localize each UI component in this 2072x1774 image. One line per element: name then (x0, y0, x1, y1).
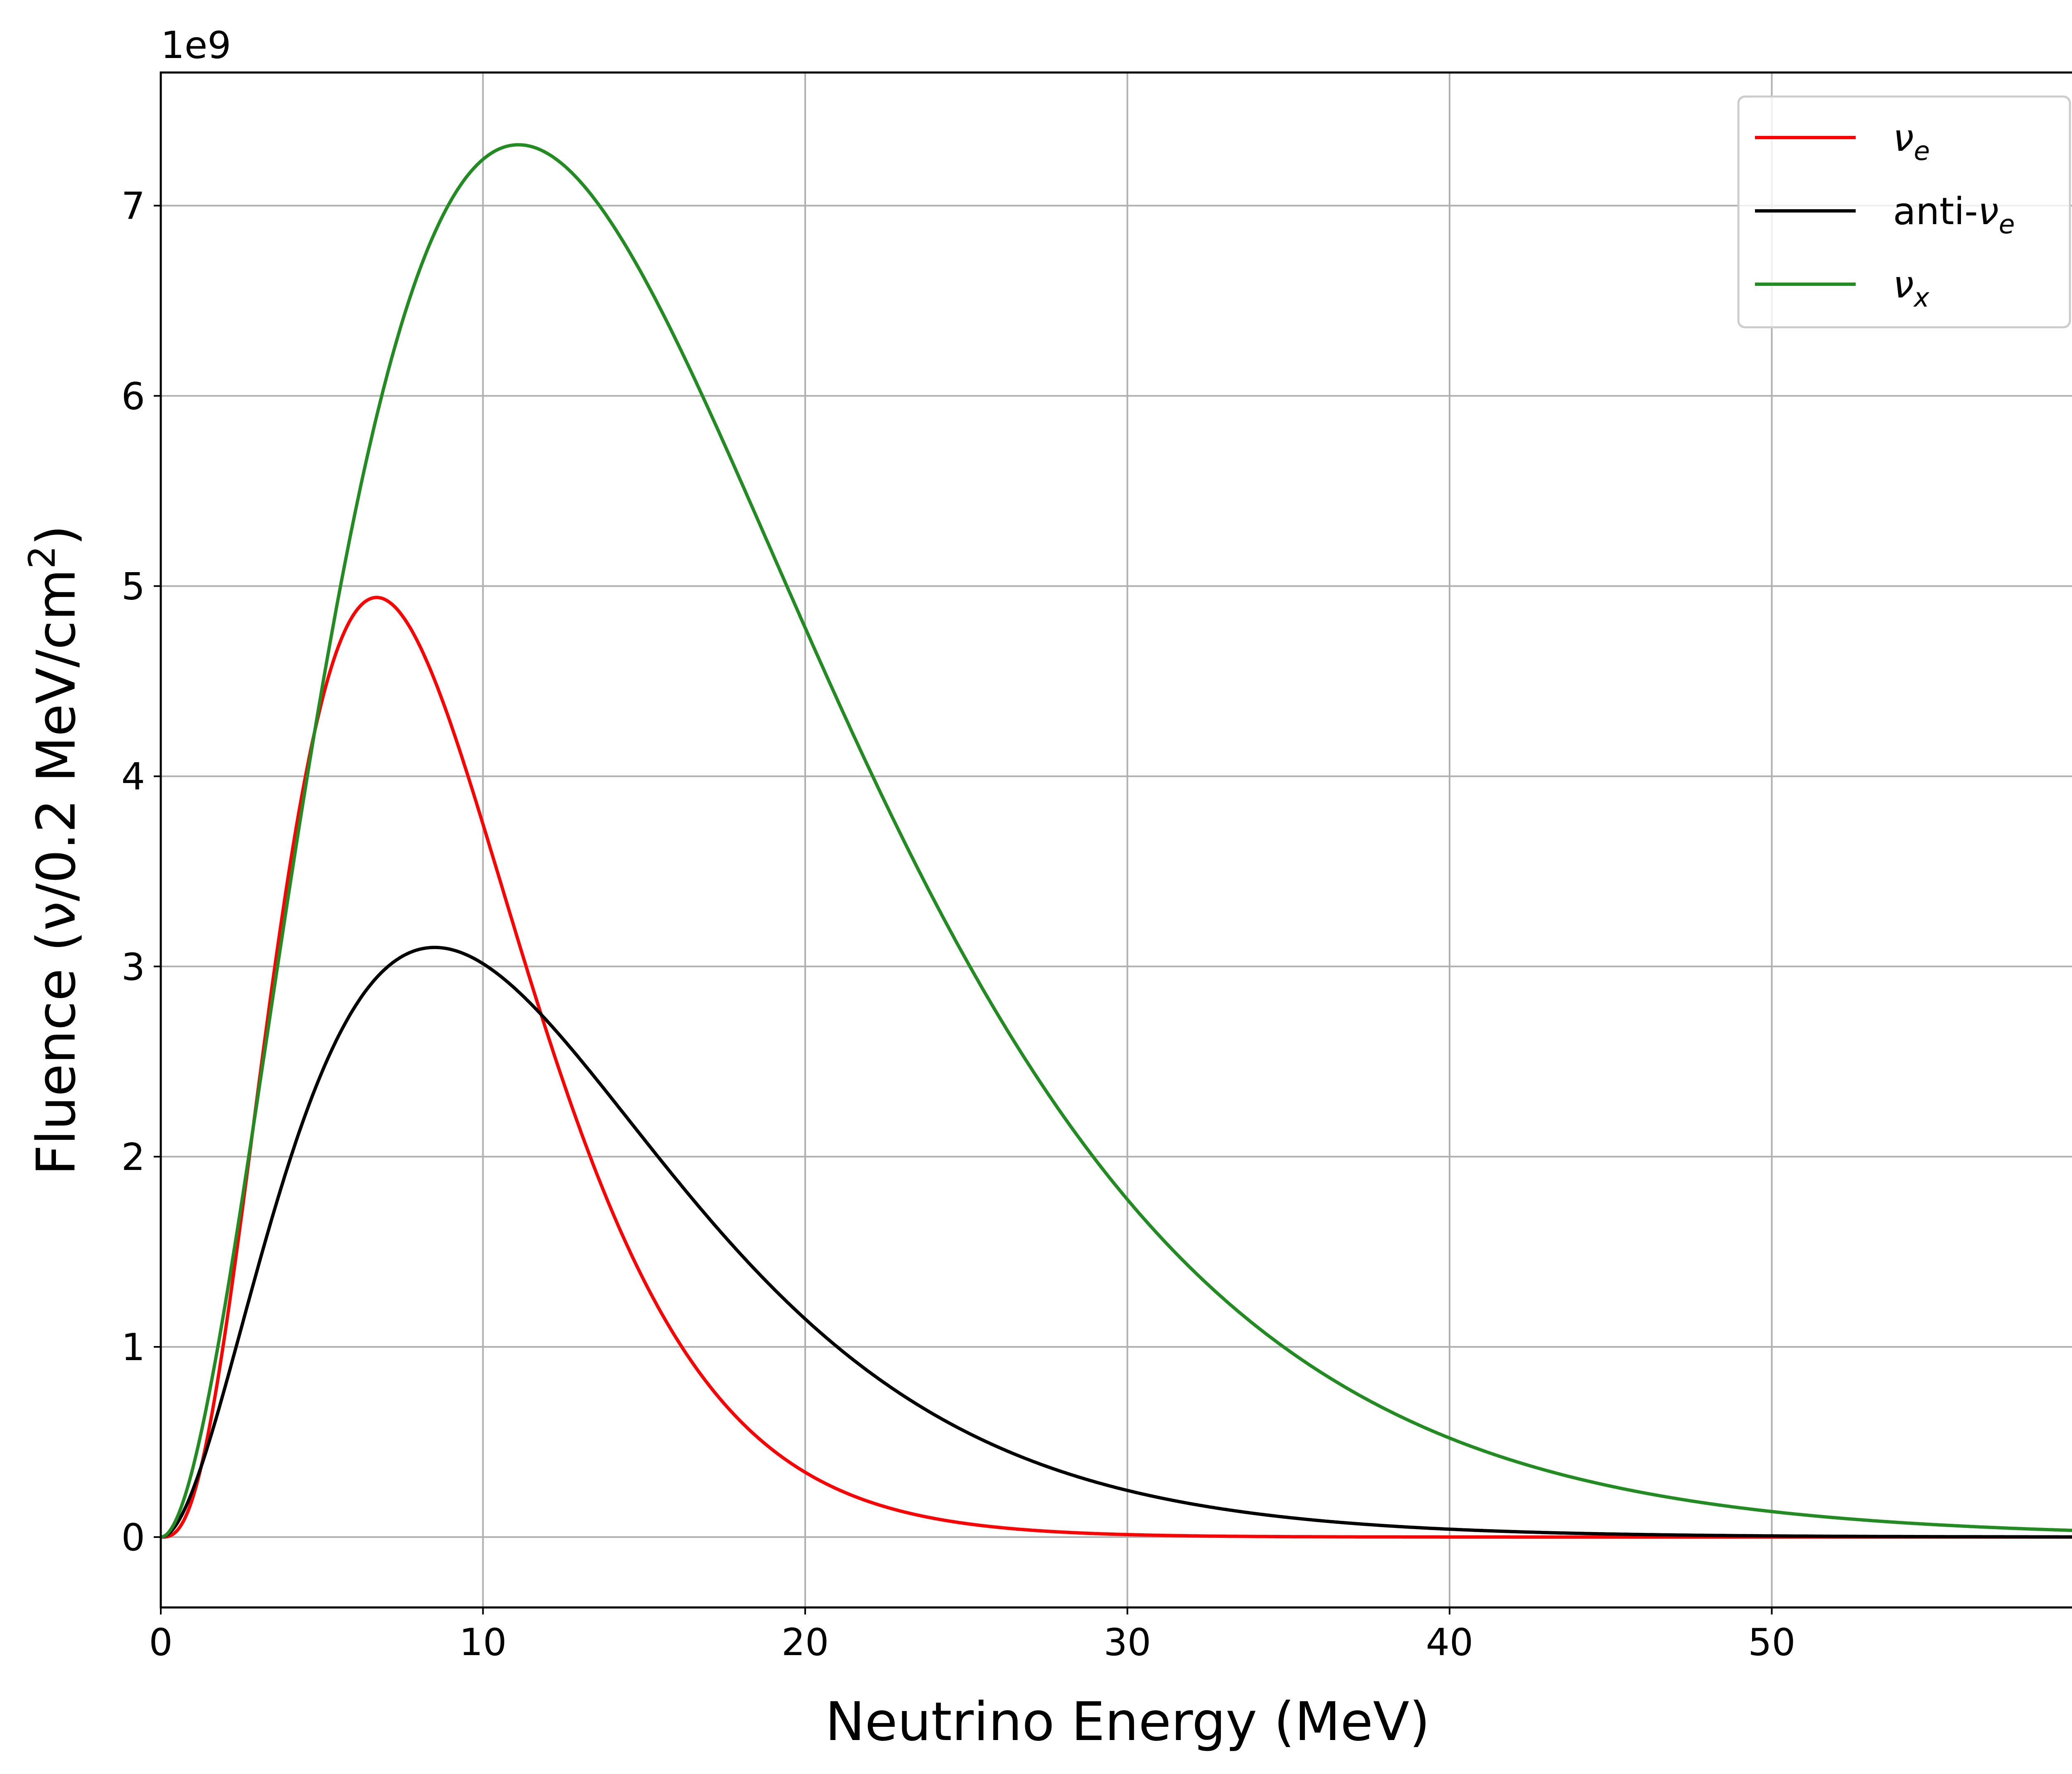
y-tick-label: 7 (121, 184, 145, 228)
y-tick-label: 6 (121, 375, 145, 418)
y-tick-label: 3 (121, 945, 145, 989)
legend-label-symbol: ν (1978, 190, 1999, 233)
y-axis-title-superscript: 2 (21, 546, 63, 569)
x-tick-label: 60 (2070, 1621, 2072, 1664)
series-line (160, 143, 2072, 1539)
legend-label: anti-νe (1893, 190, 2015, 239)
legend-label-subscript: e (1914, 136, 1930, 166)
y-tick-label: 5 (121, 565, 145, 609)
legend-box (1737, 95, 2071, 329)
x-axis-title: Neutrino Energy (MeV) (825, 1691, 1430, 1753)
x-tick-label: 0 (149, 1621, 172, 1664)
x-tick-label: 40 (1426, 1621, 1474, 1664)
legend-label: νx (1893, 263, 1929, 313)
y-tick-label: 4 (121, 755, 145, 799)
y-axis-title-close: ) (26, 525, 87, 546)
grid (160, 73, 2072, 1607)
legend-label-subscript: e (1999, 209, 2015, 239)
x-tick-label: 30 (1104, 1621, 1151, 1664)
x-tick-label: 20 (782, 1621, 829, 1664)
series-line (160, 945, 2072, 1539)
ticks: 0 10 20 30 40 50 60 0 1 2 3 4 5 6 7 (121, 184, 2072, 1664)
y-axis-title-main: Fluence (ν/0.2 MeV/cm (26, 569, 87, 1175)
x-tick-label: 10 (459, 1621, 507, 1664)
legend-label-subscript: x (1913, 283, 1929, 313)
legend-label-prefix: anti- (1893, 190, 1978, 233)
legend-label: νe (1893, 116, 1930, 166)
x-tick-label: 50 (1748, 1621, 1796, 1664)
y-tick-label: 0 (121, 1516, 145, 1559)
y-axis-title: Fluence (ν/0.2 MeV/cm2) (21, 525, 87, 1175)
legend-label-symbol: ν (1893, 263, 1914, 307)
y-tick-label: 2 (121, 1136, 145, 1179)
plot-area (160, 143, 2072, 1539)
y-tick-label: 1 (121, 1326, 145, 1369)
legend-label-symbol: ν (1893, 116, 1914, 160)
offset-text: 1e9 (161, 24, 231, 67)
